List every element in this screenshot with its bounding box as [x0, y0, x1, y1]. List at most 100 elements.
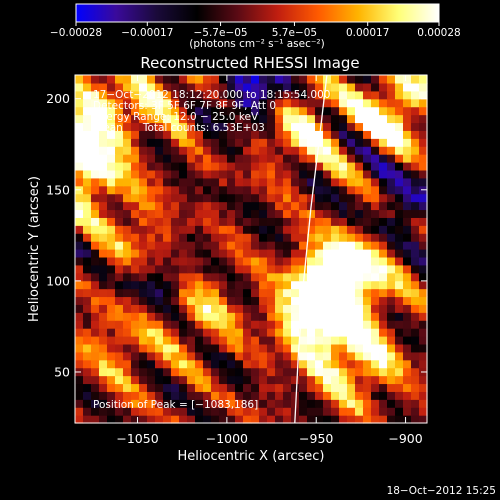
heatmap-cell	[283, 106, 292, 116]
heatmap-cell	[355, 98, 364, 108]
heatmap-cell	[275, 383, 284, 392]
heatmap-cell	[355, 304, 364, 313]
heatmap-cell	[227, 383, 236, 392]
heatmap-cell	[267, 264, 276, 274]
y-tick-label: 100	[46, 273, 70, 288]
heatmap-cell	[371, 391, 380, 400]
heatmap-cell	[131, 359, 140, 369]
heatmap-cell	[395, 241, 404, 250]
heatmap-cell	[147, 264, 156, 274]
heatmap-cell	[299, 391, 308, 400]
heatmap-cell	[107, 391, 116, 400]
heatmap-cell	[243, 249, 252, 258]
heatmap-cell	[131, 233, 140, 242]
heatmap-cell	[179, 328, 188, 337]
heatmap-cell	[371, 256, 380, 266]
heatmap-cell	[347, 256, 356, 266]
heatmap-cell	[203, 106, 212, 116]
heatmap-cell	[291, 162, 300, 171]
heatmap-cell	[379, 336, 388, 345]
heatmap-cell	[387, 201, 396, 211]
heatmap-cell	[187, 90, 196, 100]
heatmap-cell	[187, 233, 196, 242]
heatmap-cell	[419, 82, 428, 92]
heatmap-cell	[171, 90, 180, 100]
heatmap-cell	[131, 122, 140, 131]
heatmap-cell	[83, 312, 92, 321]
heatmap-cell	[363, 241, 372, 250]
heatmap-cell	[99, 320, 108, 329]
heatmap-cell	[219, 264, 228, 274]
heatmap-cell	[83, 336, 92, 345]
heatmap-cell	[299, 343, 308, 353]
heatmap-cell	[299, 146, 308, 155]
heatmap-cell	[123, 407, 132, 416]
heatmap-cell	[187, 375, 196, 385]
heatmap-cell	[411, 367, 420, 377]
heatmap-cell	[227, 193, 236, 203]
heatmap-cell	[171, 351, 180, 361]
heatmap-cell	[283, 233, 292, 242]
heatmap-cell	[227, 225, 236, 234]
heatmap-cell	[267, 162, 276, 171]
info-line-energy: Energy Range: 12.0 − 25.0 keV	[93, 111, 259, 123]
heatmap-cell	[83, 138, 92, 147]
heatmap-cell	[75, 225, 84, 234]
heatmap-cell	[115, 75, 124, 84]
heatmap-cell	[251, 304, 260, 313]
heatmap-cell	[259, 162, 268, 171]
heatmap-cell	[395, 256, 404, 266]
heatmap-cell	[91, 407, 100, 416]
heatmap-cell	[315, 106, 324, 116]
heatmap-cell	[347, 233, 356, 242]
heatmap-cell	[195, 185, 204, 195]
heatmap-cell	[91, 415, 100, 424]
heatmap-cell	[283, 375, 292, 385]
heatmap-cell	[235, 351, 244, 361]
heatmap-cell	[163, 391, 172, 400]
heatmap-cell	[259, 233, 268, 242]
heatmap-cell	[355, 138, 364, 147]
heatmap-cell	[379, 375, 388, 385]
heatmap-cell	[219, 249, 228, 258]
heatmap-cell	[283, 272, 292, 282]
heatmap-cell	[251, 90, 260, 100]
heatmap-cell	[275, 256, 284, 266]
heatmap-cell	[251, 233, 260, 242]
heatmap-cell	[347, 328, 356, 337]
heatmap-cell	[155, 312, 164, 321]
heatmap-cell	[179, 201, 188, 211]
heatmap-cell	[251, 415, 260, 424]
heatmap-cell	[171, 288, 180, 298]
heatmap-cell	[219, 225, 228, 234]
heatmap-cell	[419, 146, 428, 155]
heatmap-cell	[107, 280, 116, 290]
heatmap-cell	[211, 98, 220, 108]
heatmap-cell	[115, 399, 124, 408]
heatmap-cell	[339, 288, 348, 298]
heatmap-cell	[323, 75, 332, 84]
heatmap-cell	[83, 122, 92, 131]
heatmap-cell	[163, 264, 172, 274]
heatmap-cell	[203, 138, 212, 147]
heatmap-cell	[99, 241, 108, 250]
heatmap-cell	[203, 241, 212, 250]
heatmap-cell	[307, 106, 316, 116]
heatmap-cell	[339, 264, 348, 274]
heatmap-cell	[203, 233, 212, 242]
heatmap-cell	[395, 75, 404, 84]
heatmap-cell	[419, 256, 428, 266]
heatmap-cell	[147, 312, 156, 321]
heatmap-cell	[115, 241, 124, 250]
heatmap-cell	[267, 82, 276, 92]
heatmap-cell	[339, 122, 348, 131]
heatmap-cell	[243, 367, 252, 377]
heatmap-cell	[187, 154, 196, 163]
heatmap-cell	[91, 130, 100, 139]
heatmap-cell	[155, 241, 164, 250]
heatmap-cell	[235, 90, 244, 100]
heatmap-cell	[219, 336, 228, 345]
heatmap-cell	[155, 256, 164, 266]
heatmap-cell	[259, 154, 268, 163]
heatmap-cell	[379, 359, 388, 369]
